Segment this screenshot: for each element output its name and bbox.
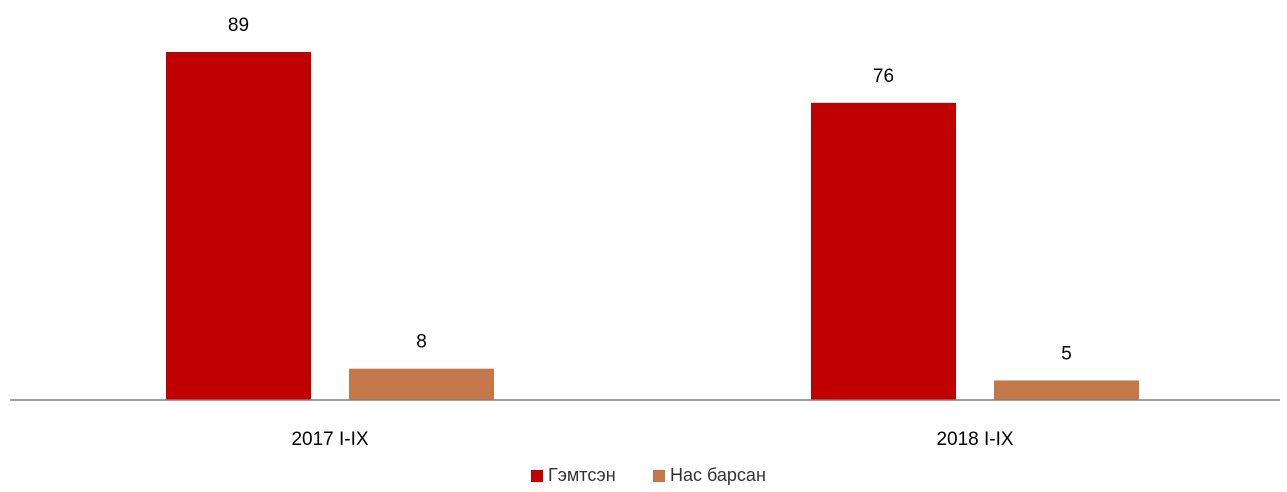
- value-labels-layer: 89 8 76 5: [228, 15, 1072, 364]
- value-label-0-0: 89: [228, 15, 249, 36]
- category-labels-layer: 2017 I-IX 2018 I-IX: [291, 429, 1013, 450]
- category-label-1: 2018 I-IX: [936, 429, 1013, 450]
- bar-gemtsen-0: [166, 52, 311, 400]
- bars-layer: [166, 52, 1139, 401]
- legend-swatch-0: [531, 470, 543, 482]
- category-label-0: 2017 I-IX: [291, 429, 368, 450]
- bar-gemtsen-1: [811, 102, 956, 401]
- value-label-1-1: 5: [1061, 343, 1072, 364]
- bar-nas-barsan-1: [994, 380, 1139, 400]
- value-label-1-0: 8: [416, 332, 427, 353]
- legend-label-0: Гэмтсэн: [548, 465, 616, 485]
- legend-swatch-1: [653, 470, 665, 482]
- bar-nas-barsan-0: [349, 368, 494, 400]
- value-label-0-1: 76: [873, 66, 894, 87]
- legend-label-1: Нас барсан: [670, 465, 766, 485]
- legend: Гэмтсэн Нас барсан: [531, 465, 766, 485]
